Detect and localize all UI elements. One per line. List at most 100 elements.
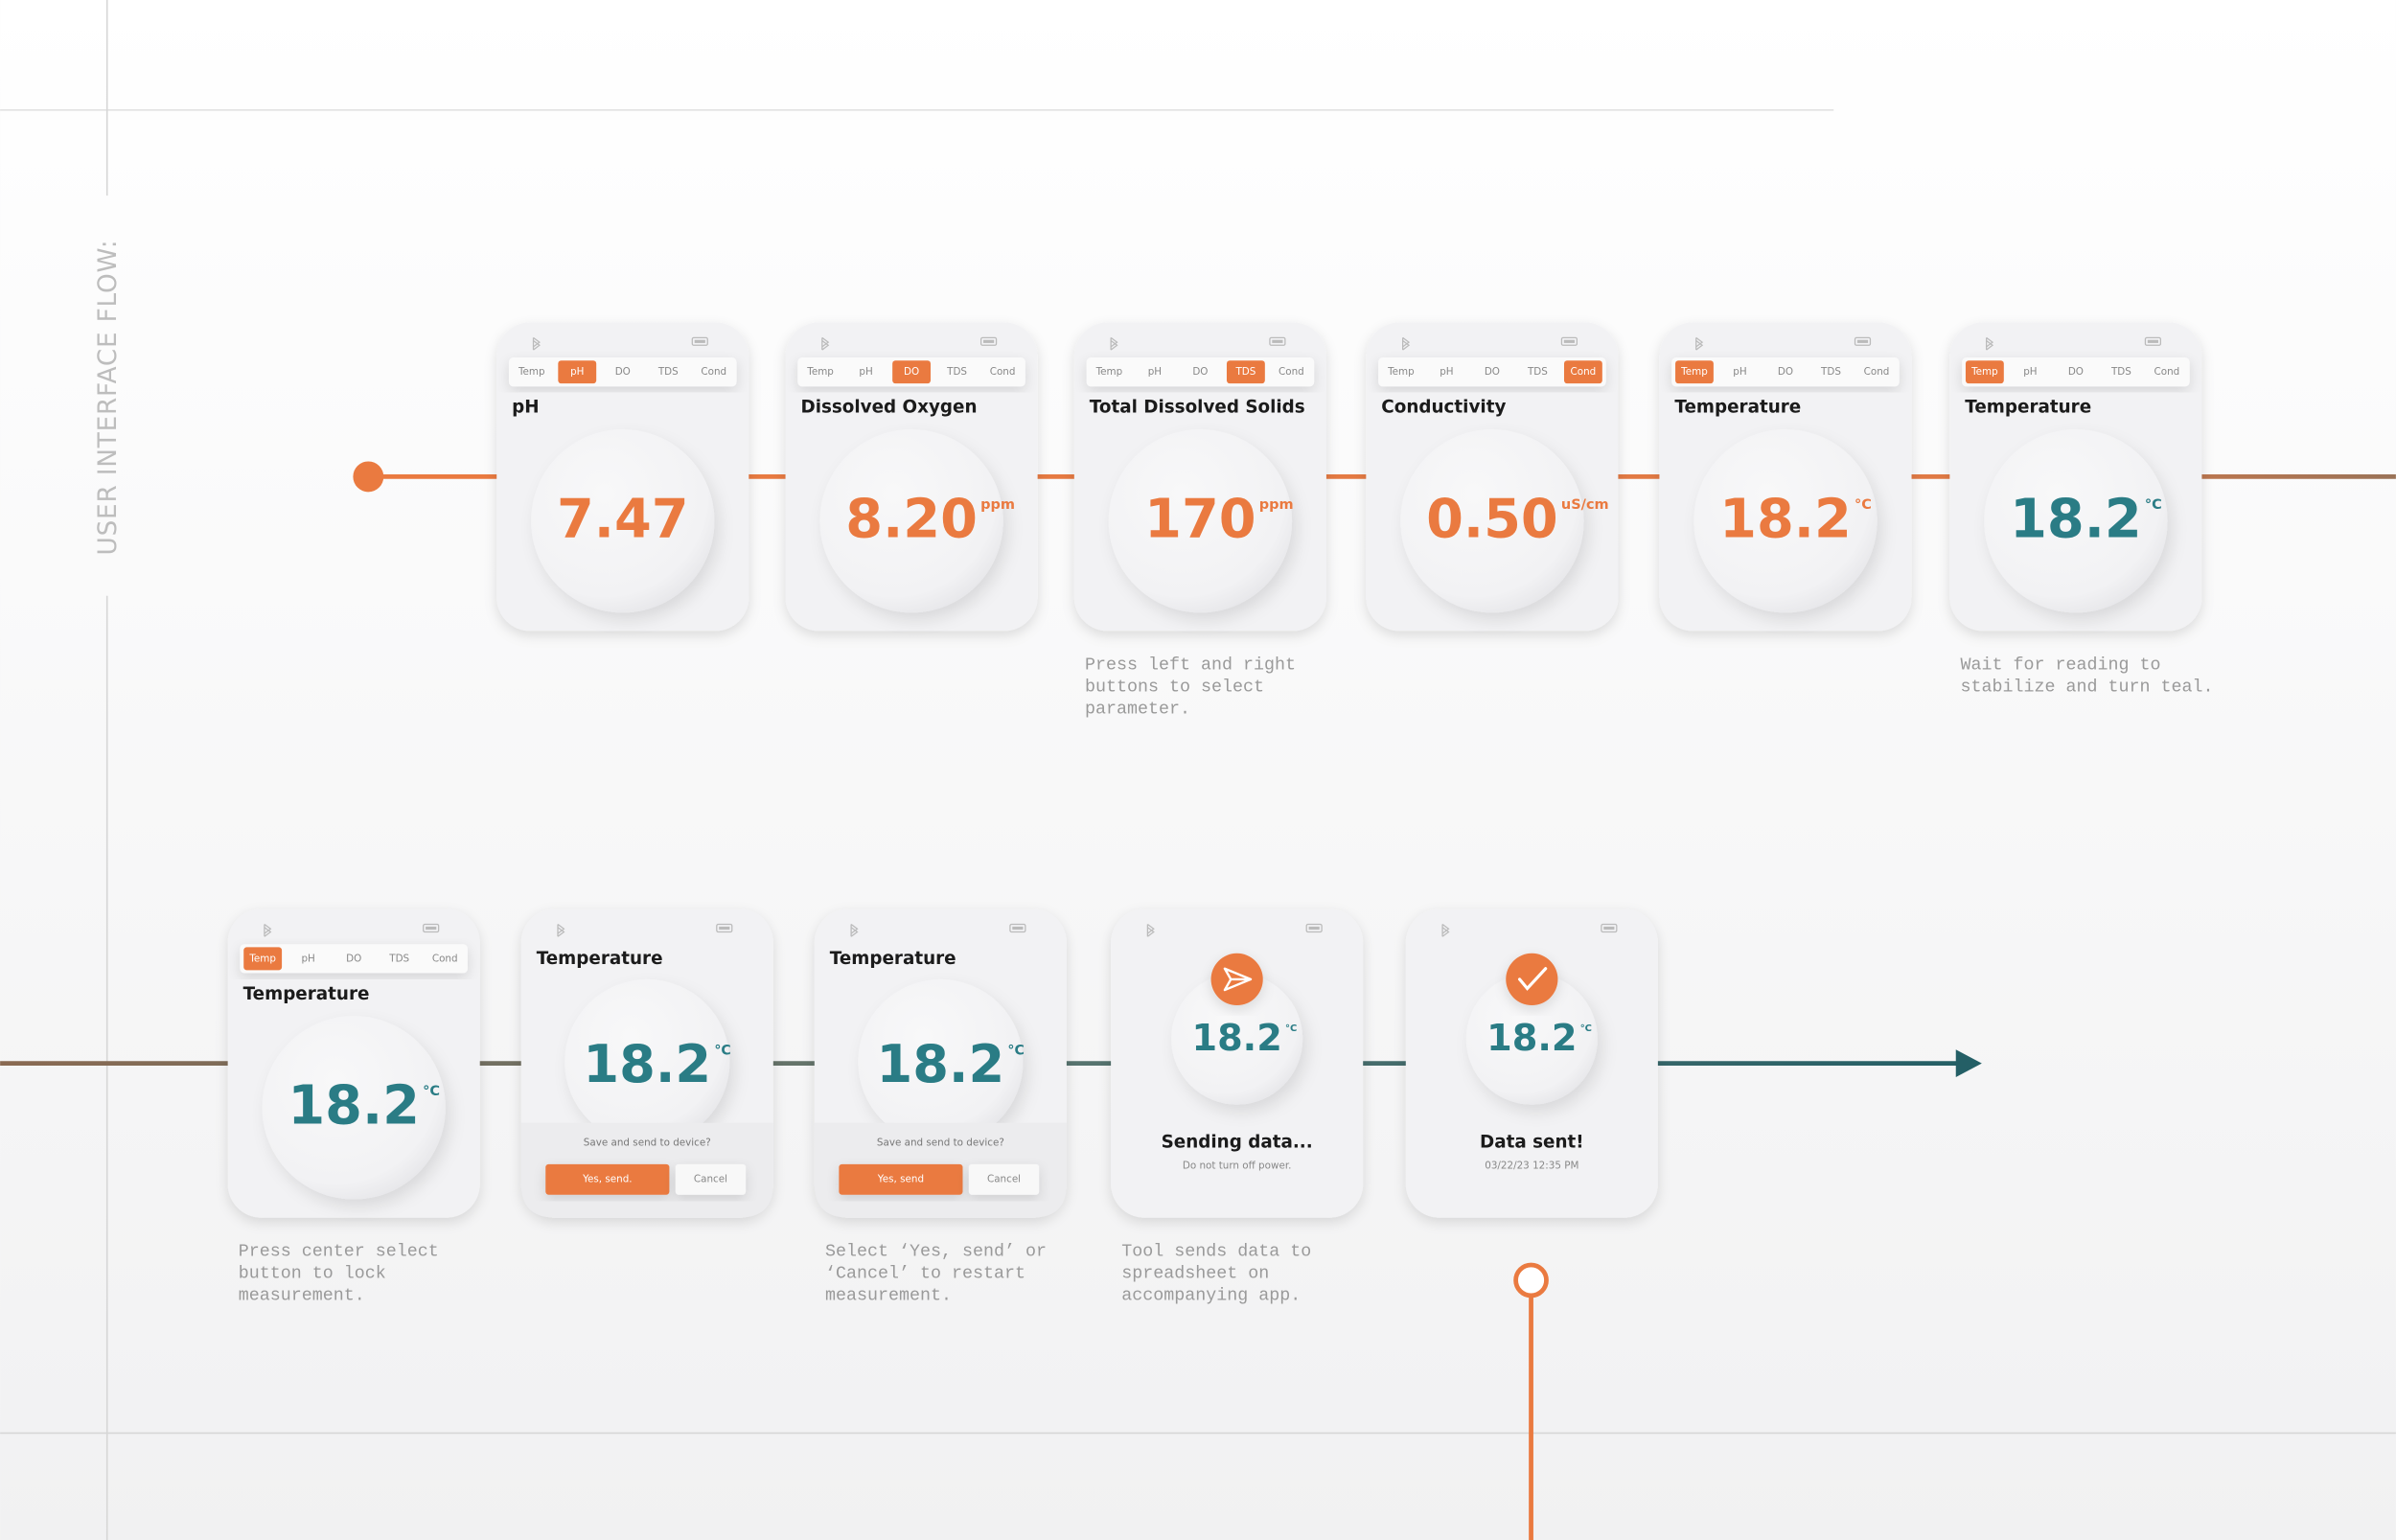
reading-unit: ppm xyxy=(1259,497,1294,513)
reading-value: 7.47 xyxy=(557,488,689,550)
tab-active xyxy=(243,947,283,971)
tab-label: DO xyxy=(2068,366,2084,378)
battery-level xyxy=(694,339,705,343)
reading-unit: °C xyxy=(1855,497,1872,513)
tab-label: pH xyxy=(570,366,584,378)
device-screen: Temp pH DO TDS Cond Temperature 18.2 °C xyxy=(1659,322,1912,632)
reading-unit: uS/cm xyxy=(1561,497,1609,513)
tab-label: TDS xyxy=(1527,366,1548,378)
dialog-prompt: Save and send to device? xyxy=(584,1137,711,1148)
bluetooth-icon xyxy=(532,336,541,351)
status-detail: 03/22/23 12:35 PM xyxy=(1485,1160,1578,1171)
confirm-label: Yes, send. xyxy=(582,1174,633,1185)
tab-active xyxy=(558,360,597,384)
step-note: accompanying app. xyxy=(1121,1286,1301,1306)
bluetooth-icon xyxy=(1985,336,1994,351)
status-icon-bg xyxy=(1506,953,1558,1006)
dial xyxy=(1465,973,1598,1105)
step-note: button to lock xyxy=(239,1264,386,1284)
cancel-label: Cancel xyxy=(987,1174,1021,1185)
battery-level xyxy=(1308,926,1320,931)
tab-label: TDS xyxy=(657,366,679,378)
screens: Temp pH DO TDS Cond pH 7.47 Temp pH DO TDS Cond Diss… xyxy=(227,322,2214,1306)
device-screen: 18.2 °C Data sent! 03/22/23 12:35 PM xyxy=(1405,908,1658,1218)
tab-label: DO xyxy=(615,366,631,378)
cancel-button xyxy=(968,1163,1040,1195)
cancel-label: Cancel xyxy=(694,1174,727,1185)
reading-value: 18.2 xyxy=(1486,1017,1577,1060)
page-title: USER INTERFACE FLOW: xyxy=(94,240,123,556)
tab-label: Cond xyxy=(990,366,1016,378)
reading-unit: °C xyxy=(714,1043,730,1058)
tab-active xyxy=(892,360,932,384)
bluetooth-icon xyxy=(557,924,565,937)
bluetooth-icon xyxy=(1110,336,1118,351)
dial xyxy=(262,1016,446,1200)
screen-title: Temperature xyxy=(1965,398,2091,418)
check-icon xyxy=(1517,967,1548,991)
screen-title: Total Dissolved Solids xyxy=(1090,398,1305,418)
step-note: Tool sends data to xyxy=(1121,1242,1311,1262)
tab-label: Cond xyxy=(701,366,726,378)
battery-icon xyxy=(1601,923,1618,933)
step-note: buttons to select xyxy=(1085,677,1264,697)
bluetooth-icon xyxy=(1441,924,1450,937)
tab-label: DO xyxy=(1485,366,1500,378)
tab-label: Temp xyxy=(1680,366,1708,378)
reading-unit: °C xyxy=(2145,497,2162,513)
screen-title: Conductivity xyxy=(1381,398,1506,418)
battery-level xyxy=(983,339,995,343)
step-note: stabilize and turn teal. xyxy=(1961,677,2214,697)
battery-level xyxy=(719,926,730,931)
tab-active xyxy=(1965,360,2004,384)
send-icon xyxy=(1223,967,1253,992)
dialog-prompt: Save and send to device? xyxy=(877,1137,1004,1148)
tab-label: Temp xyxy=(1095,366,1123,378)
tab-label: DO xyxy=(1192,366,1208,378)
bluetooth-icon xyxy=(1401,336,1411,351)
flow-end xyxy=(1513,1262,1549,1299)
device-screen: Temp pH DO TDS Cond Dissolved Oxygen 8.20 ppm xyxy=(785,322,1038,632)
step-note: Wait for reading to xyxy=(1961,655,2161,675)
battery-icon xyxy=(1854,336,1872,346)
step-note: Press center select xyxy=(239,1242,439,1262)
reading-unit: °C xyxy=(1007,1043,1024,1058)
reading-unit: °C xyxy=(423,1084,440,1099)
reading-unit: °C xyxy=(1580,1023,1592,1034)
dial xyxy=(1400,428,1584,613)
battery-icon xyxy=(716,923,733,933)
battery-icon xyxy=(1009,923,1026,933)
reading-value: 18.2 xyxy=(288,1075,420,1138)
dial xyxy=(1693,428,1878,613)
tab-active xyxy=(1675,360,1714,384)
tab-label: Cond xyxy=(1571,366,1597,378)
tab-label: Temp xyxy=(1387,366,1415,378)
tab-label: TDS xyxy=(1820,366,1841,378)
step-note: measurement. xyxy=(825,1286,952,1306)
tab-label: TDS xyxy=(946,366,967,378)
device-screen: Temperature 18.2 °C Save and send to device… xyxy=(814,908,1067,1306)
reading-value: 170 xyxy=(1144,488,1256,550)
tab-label: pH xyxy=(1440,366,1453,378)
tab-active xyxy=(1226,360,1265,384)
screen-title: Dissolved Oxygen xyxy=(800,398,977,418)
reading-value: 0.50 xyxy=(1426,488,1558,550)
tab-label: DO xyxy=(904,366,919,378)
cancel-button xyxy=(675,1163,747,1195)
tab-label: Temp xyxy=(806,366,834,378)
battery-icon xyxy=(1560,336,1578,346)
tab-active xyxy=(1563,360,1602,384)
reading-value: 18.2 xyxy=(2010,488,2142,550)
tab-label: pH xyxy=(301,953,314,964)
device-screen: Temperature 18.2 °C Save and send to device… xyxy=(520,908,773,1218)
step-note: ‘Cancel’ to restart xyxy=(825,1264,1025,1284)
dial xyxy=(531,428,715,613)
battery-level xyxy=(1012,926,1024,931)
tab-label: Cond xyxy=(1864,366,1890,378)
battery-icon xyxy=(2144,336,2162,346)
dial xyxy=(858,978,1024,1145)
bluetooth-icon xyxy=(264,924,272,937)
bluetooth-icon xyxy=(1146,924,1155,937)
device-screen: Temp pH DO TDS Cond pH 7.47 xyxy=(496,322,749,632)
